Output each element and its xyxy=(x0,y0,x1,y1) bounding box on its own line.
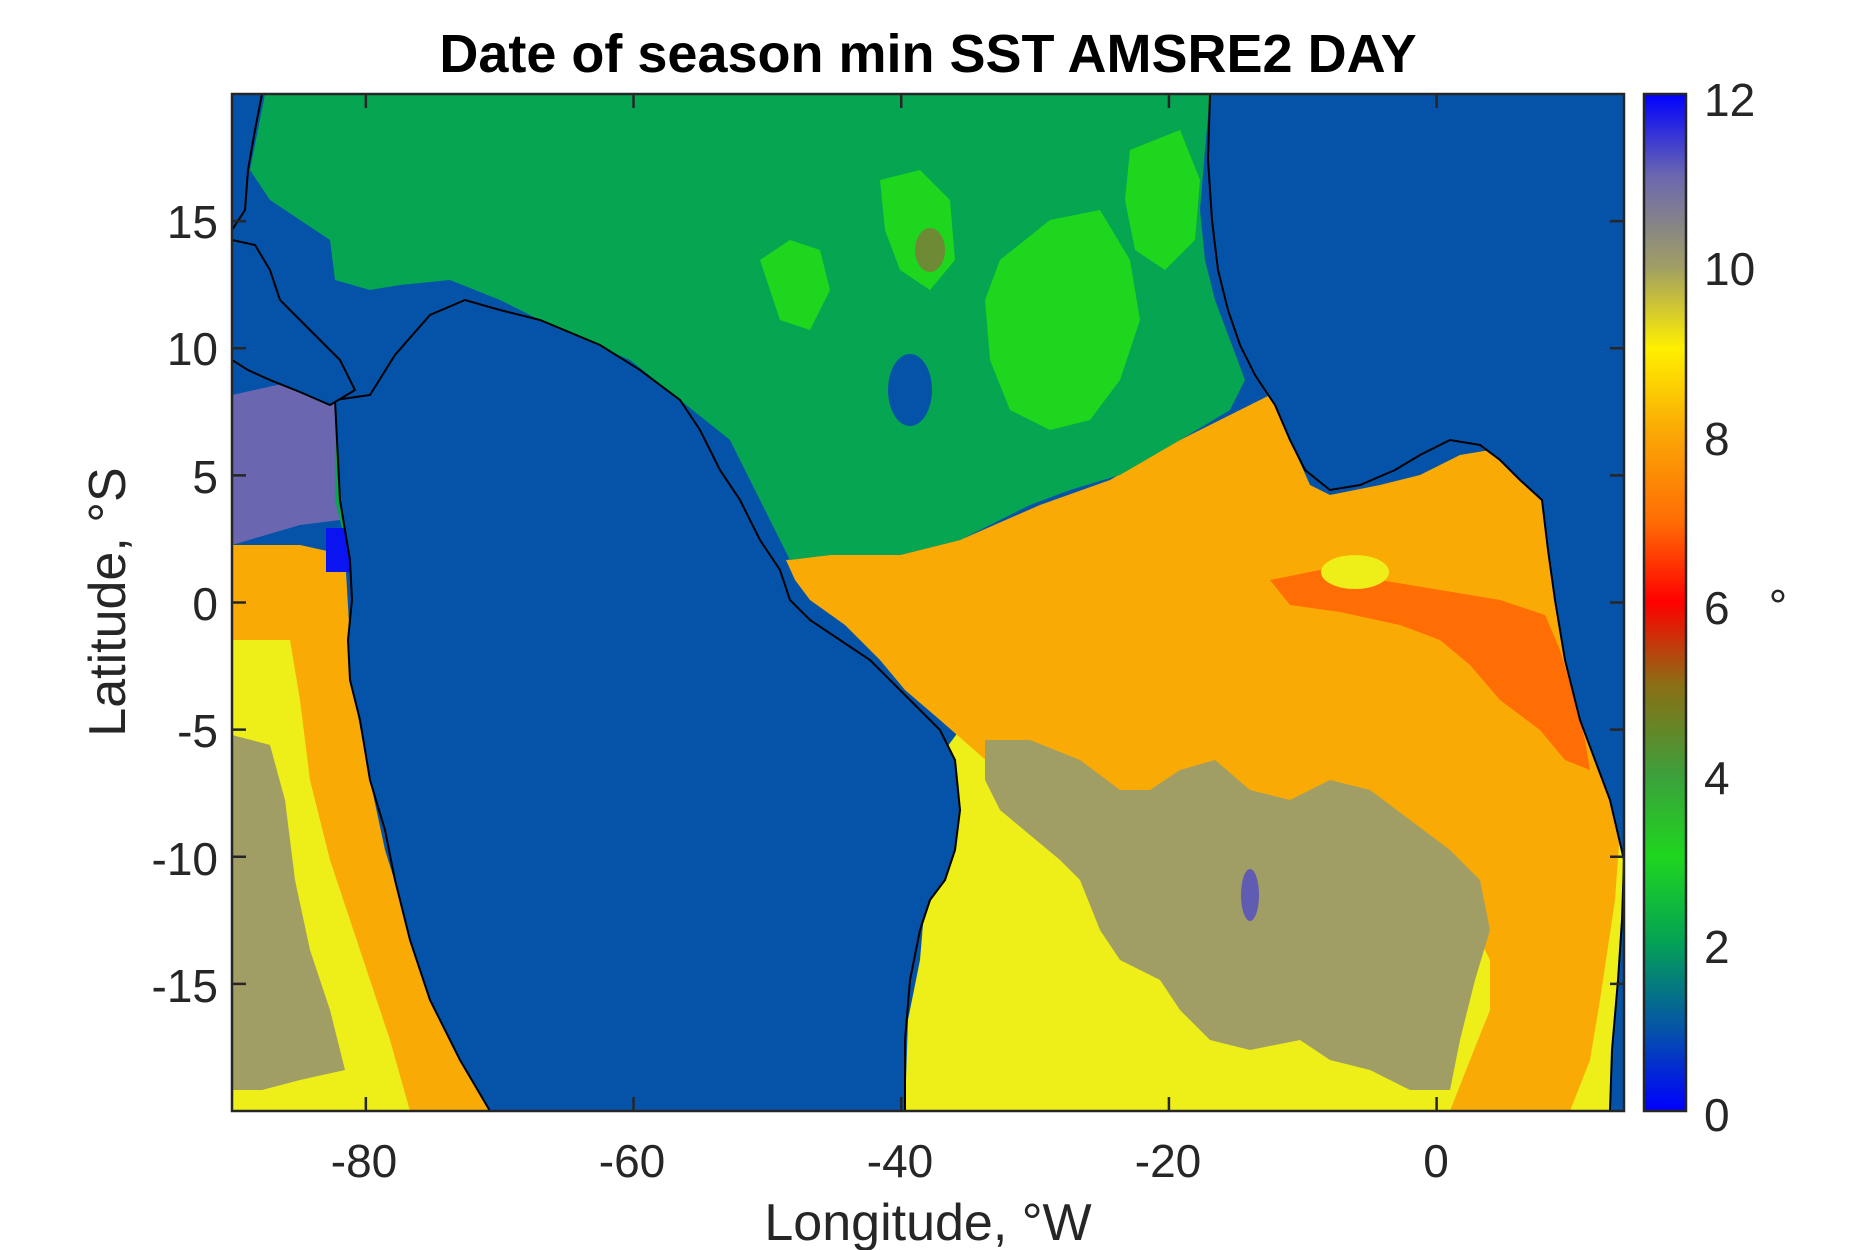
x-axis-label: Longitude, °W xyxy=(764,1194,1091,1250)
y-tick-label: -5 xyxy=(177,705,218,757)
bright-green-patches xyxy=(760,130,1200,430)
colorbar-tick-label: 4 xyxy=(1704,752,1730,804)
colorbar-tick-label: 0 xyxy=(1704,1089,1730,1141)
colorbar-tick-label: 12 xyxy=(1704,74,1755,126)
colorbar-tick-label: 6 xyxy=(1704,582,1730,634)
africa-landmass xyxy=(1206,94,1624,1111)
y-tick-label: -10 xyxy=(152,833,218,885)
colorbar-label: ° xyxy=(1769,580,1787,632)
subtropical-region xyxy=(985,740,1490,1090)
blue-patch xyxy=(888,354,932,426)
y-tick-label: -15 xyxy=(152,960,218,1012)
equatorial-region xyxy=(786,395,1620,1111)
sst-heatmap xyxy=(232,94,1624,1111)
x-tick-label: 0 xyxy=(1423,1135,1449,1187)
olive-patch xyxy=(915,228,945,272)
colorbar-tick-label: 10 xyxy=(1704,243,1755,295)
y-tick-label: 10 xyxy=(167,323,218,375)
y-axis-label: Latitude, °S xyxy=(79,467,137,736)
purple-patch xyxy=(1241,869,1259,921)
north-atlantic-region xyxy=(250,94,1245,560)
south-america-landmass xyxy=(333,298,962,1111)
colorbar: 12 10 8 6 4 2 0 ° xyxy=(1642,74,1787,1141)
yellow-patch xyxy=(1321,555,1389,589)
colorbar-gradient xyxy=(1644,94,1686,1111)
x-tick-label: -60 xyxy=(599,1135,665,1187)
panama-purple-region xyxy=(232,380,345,545)
axis-ticks xyxy=(232,94,1624,1111)
x-tick-label: -80 xyxy=(331,1135,397,1187)
pacific-olive-region xyxy=(232,735,345,1090)
x-tick-label: -20 xyxy=(1135,1135,1201,1187)
colorbar-tick-label: 2 xyxy=(1704,921,1730,973)
colorbar-tick-label: 8 xyxy=(1704,413,1730,465)
y-tick-label: 5 xyxy=(192,451,218,503)
y-tick-label: 15 xyxy=(167,196,218,248)
y-tick-label: 0 xyxy=(192,578,218,630)
mexico-landmass xyxy=(232,94,264,232)
cold-tongue-region xyxy=(1270,570,1590,770)
colorbar-frame xyxy=(1642,92,1688,1113)
x-tick-label: -40 xyxy=(867,1135,933,1187)
chart-title: Date of season min SST AMSRE2 DAY xyxy=(439,24,1416,84)
central-america-landmass xyxy=(232,238,357,407)
